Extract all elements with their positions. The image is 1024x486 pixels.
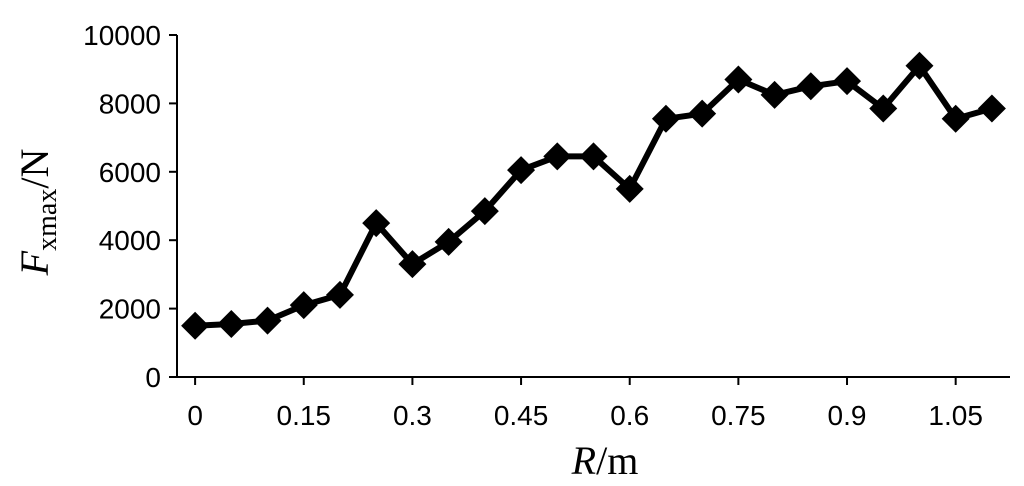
y-axis: 0 2000 4000 6000 8000 10000 [83,20,178,393]
y-axis-title: Fxmax/N [12,149,63,277]
data-point-marker [181,311,210,340]
series-line [194,62,993,329]
y-tick-label: 6000 [99,157,161,188]
data-point-marker [217,309,246,338]
data-point-marker [833,67,862,96]
x-axis-title-unit: /m [596,438,638,483]
y-tick-label: 0 [145,362,161,393]
x-tick-label: 0.6 [610,400,649,431]
x-tick-label: 0 [187,400,203,431]
x-tick-label: 1.05 [928,400,983,431]
y-tick-label: 8000 [99,88,161,119]
data-point-marker [941,104,970,133]
y-axis-title-subscript: xmax [32,189,63,251]
data-point-marker [434,227,463,256]
series [181,51,1006,340]
data-point-marker [615,174,644,203]
x-tick-label: 0.15 [277,400,332,431]
y-tick-label: 4000 [99,225,161,256]
y-axis-title-var: F [12,250,57,276]
data-point-marker [289,291,318,320]
x-axis-title: R/m [571,438,639,483]
data-point-marker [543,142,572,171]
x-tick-label: 0.9 [828,400,867,431]
x-tick-label: 0.75 [711,400,766,431]
data-point-marker [977,94,1006,123]
data-point-marker [507,156,536,185]
y-axis-title-unit: /N [12,149,57,189]
data-point-marker [869,94,898,123]
data-point-marker [253,306,282,335]
data-point-marker [398,250,427,279]
data-point-marker [651,104,680,133]
data-point-marker [688,99,717,128]
data-point-marker [724,65,753,94]
data-point-marker [760,80,789,109]
data-point-marker [325,280,354,309]
data-point-marker [796,72,825,101]
x-axis: 0 0.15 0.3 0.45 0.6 0.75 0.9 1.05 [177,376,1010,431]
data-point-marker [362,209,391,238]
x-tick-label: 0.45 [494,400,549,431]
data-point-marker [470,197,499,226]
x-tick-label: 0.3 [393,400,432,431]
x-axis-title-var: R [571,438,596,483]
data-point-marker [905,51,934,80]
y-tick-label: 2000 [99,294,161,325]
data-point-marker [579,142,608,171]
y-tick-label: 10000 [83,20,161,51]
